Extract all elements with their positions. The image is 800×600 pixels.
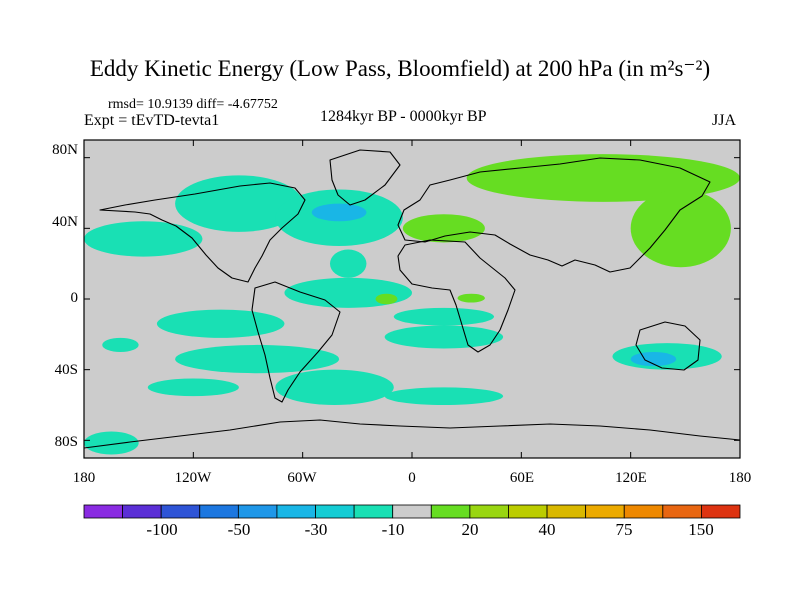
anomaly-region [84,221,203,257]
coastline-australia [635,321,701,371]
anomaly-region [384,387,504,405]
coastline-eurasia [397,157,711,273]
anomaly-region [84,431,139,455]
colorbar-tick-label: 40 [538,520,556,539]
colorbar-swatch [83,504,123,519]
coastlines [84,149,740,449]
season-label: JJA [712,112,737,129]
chart-title: Eddy Kinetic Energy (Low Pass, Bloomfiel… [89,56,711,81]
colorbar-tick-label: -30 [304,520,328,539]
anomaly-region [630,189,731,268]
anomaly-region [147,378,239,397]
y-tick-label: 80N [52,142,78,158]
colorbar-swatch [662,504,702,519]
y-tick-label: 40N [52,214,78,230]
colorbar-swatch [623,504,664,519]
colorbar-swatch [122,504,162,519]
anomaly-region [175,344,340,374]
colorbar-tick-label: -50 [227,520,251,539]
anomaly-region [393,307,494,326]
anomaly-region [102,337,139,352]
colorbar-swatch [315,504,355,519]
colorbar-tick-label: 75 [615,520,633,539]
anomaly-region [402,214,485,243]
colorbar-swatch [469,504,509,519]
experiment-label: Expt = tEvTD-tevta1 [84,112,220,129]
map-panel [83,139,741,459]
colorbar-swatch [276,504,316,519]
anomaly-region [384,325,504,349]
anomaly-region [156,309,285,338]
y-tick-label: 0 [70,290,79,306]
colorbar-swatch [392,504,432,519]
anomaly-region [330,249,367,278]
axis-tick-marks [83,140,741,458]
x-tick-label: 0 [408,470,416,486]
colorbar-tick-label: -100 [146,520,178,539]
colorbar-swatch [585,504,625,519]
x-tick-label: 60W [287,470,317,486]
colorbar-swatch [237,504,278,519]
colorbar-swatch [199,504,239,519]
colorbar-tick-label: -10 [381,520,405,539]
coastline-antarctica [84,419,740,449]
x-tick-label: 180 [728,470,752,486]
coastline-africa [397,239,516,353]
colorbar-tick-label: 20 [461,520,479,539]
anomaly-region [457,293,485,303]
colorbar-swatch [508,504,548,519]
anomaly-region [311,203,367,222]
colorbar-swatch [430,504,471,519]
anomaly-region [175,175,303,232]
coastline-north-america [99,182,306,283]
y-tick-label: 80S [54,434,78,450]
colorbar-tick-label: 150 [688,520,714,539]
anomaly-region [375,293,398,305]
x-tick-label: 120W [174,470,212,486]
anomaly-region [275,369,394,406]
stats-label: rmsd= 10.9139 diff= -4.67752 [108,97,278,112]
colorbar-swatch [546,504,587,519]
x-tick-label: 180 [72,470,96,486]
period-label: 1284kyr BP - 0000kyr BP [320,108,487,125]
colorbar-swatch [701,504,741,519]
colorbar [83,504,741,519]
colorbar-swatch [353,504,394,519]
coastline-greenland [329,149,401,206]
x-tick-label: 60E [509,470,535,486]
coastline-south-america [251,281,341,403]
colorbar-swatch [160,504,201,519]
y-tick-label: 40S [54,362,78,378]
x-tick-label: 120E [615,470,647,486]
